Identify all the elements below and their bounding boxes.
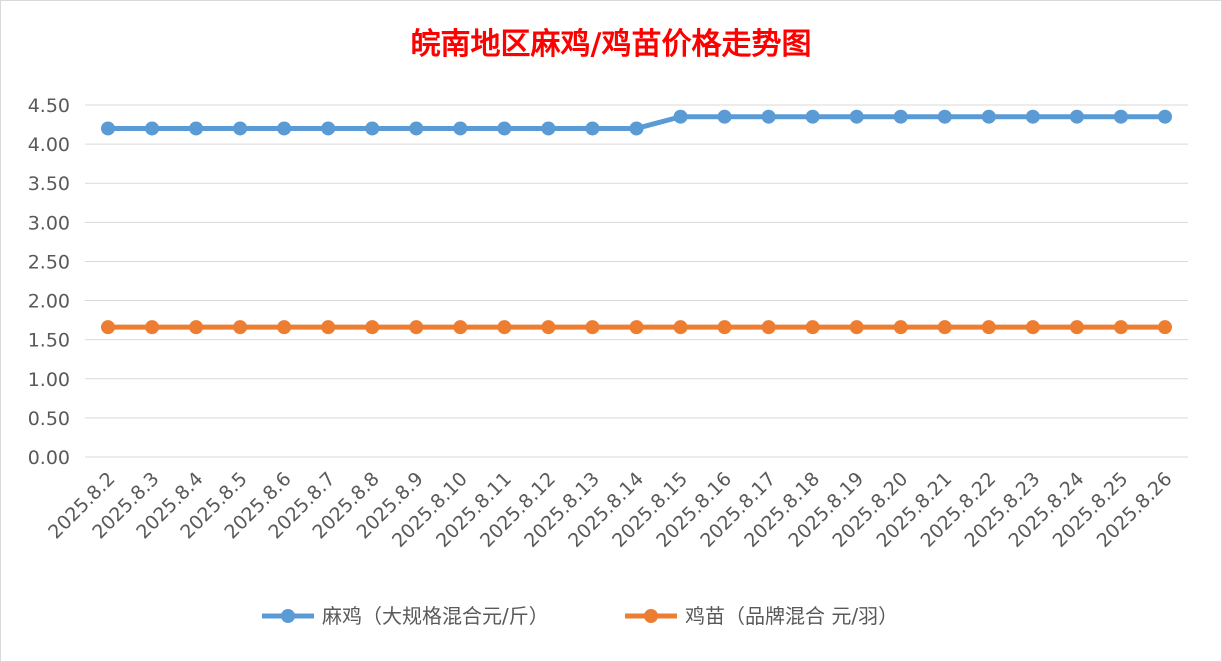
y-tick-label: 4.00 — [28, 134, 70, 156]
data-point — [1025, 109, 1040, 124]
series-1 — [101, 109, 1172, 136]
legend-label: 鸡苗（品牌混合 元/羽） — [685, 604, 898, 628]
data-point — [629, 320, 644, 335]
data-point — [189, 121, 204, 136]
y-tick-label: 4.50 — [28, 95, 70, 117]
data-point — [1113, 109, 1128, 124]
data-point — [1069, 320, 1084, 335]
legend-label: 麻鸡（大规格混合元/斤） — [322, 604, 549, 628]
data-point — [101, 121, 115, 136]
data-point — [673, 109, 688, 124]
data-point — [541, 121, 556, 136]
data-point — [585, 320, 600, 335]
y-tick-label: 2.00 — [28, 291, 70, 313]
data-point — [981, 109, 996, 124]
data-point — [145, 320, 160, 335]
data-point — [453, 320, 468, 335]
data-point — [849, 320, 864, 335]
data-point — [1158, 320, 1172, 335]
data-point — [277, 320, 292, 335]
data-point — [409, 121, 424, 136]
data-point — [893, 109, 908, 124]
data-point — [233, 320, 248, 335]
data-point — [1113, 320, 1128, 335]
data-point — [497, 320, 512, 335]
data-point — [233, 121, 248, 136]
y-tick-label: 3.00 — [28, 212, 70, 234]
data-point — [673, 320, 688, 335]
chart-title: 皖南地区麻鸡/鸡苗价格走势图 — [411, 27, 812, 62]
y-tick-label: 0.00 — [28, 447, 70, 469]
data-point — [321, 121, 336, 136]
data-point — [101, 320, 115, 335]
data-point — [277, 121, 292, 136]
data-point — [893, 320, 908, 335]
data-point — [145, 121, 160, 136]
y-tick-label: 1.00 — [28, 369, 70, 391]
data-point — [805, 320, 820, 335]
data-point — [1069, 109, 1084, 124]
legend: 麻鸡（大规格混合元/斤） 鸡苗（品牌混合 元/羽） — [262, 604, 898, 628]
y-tick-label: 2.50 — [28, 251, 70, 273]
data-point — [629, 121, 644, 136]
data-point — [717, 320, 732, 335]
gridlines — [85, 104, 1188, 458]
data-point — [497, 121, 512, 136]
y-tick-label: 3.50 — [28, 173, 70, 195]
data-point — [849, 109, 864, 124]
data-point — [453, 121, 468, 136]
legend-item-1: 麻鸡（大规格混合元/斤） — [262, 604, 549, 628]
legend-marker — [281, 609, 295, 623]
x-axis-tick-labels: 2025.8.22025.8.32025.8.42025.8.52025.8.6… — [44, 468, 1176, 552]
data-point — [321, 320, 336, 335]
data-point — [805, 109, 820, 124]
data-point — [365, 121, 380, 136]
data-point — [981, 320, 996, 335]
y-axis-tick-labels: 0.00 0.50 1.00 1.50 2.00 2.50 3.00 3.50 4.00 4.50 — [28, 95, 70, 469]
data-point — [541, 320, 556, 335]
data-point — [761, 109, 776, 124]
series-group — [101, 109, 1172, 335]
y-tick-label: 1.50 — [28, 330, 70, 352]
data-point — [1158, 109, 1172, 124]
data-point — [409, 320, 424, 335]
legend-marker — [644, 609, 658, 623]
y-tick-label: 0.50 — [28, 408, 70, 430]
data-point — [585, 121, 600, 136]
data-point — [1025, 320, 1040, 335]
data-point — [937, 109, 952, 124]
series-2 — [101, 320, 1172, 335]
data-point — [717, 109, 732, 124]
legend-item-2: 鸡苗（品牌混合 元/羽） — [625, 604, 898, 628]
data-point — [761, 320, 776, 335]
data-point — [189, 320, 204, 335]
data-point — [365, 320, 380, 335]
data-point — [937, 320, 952, 335]
